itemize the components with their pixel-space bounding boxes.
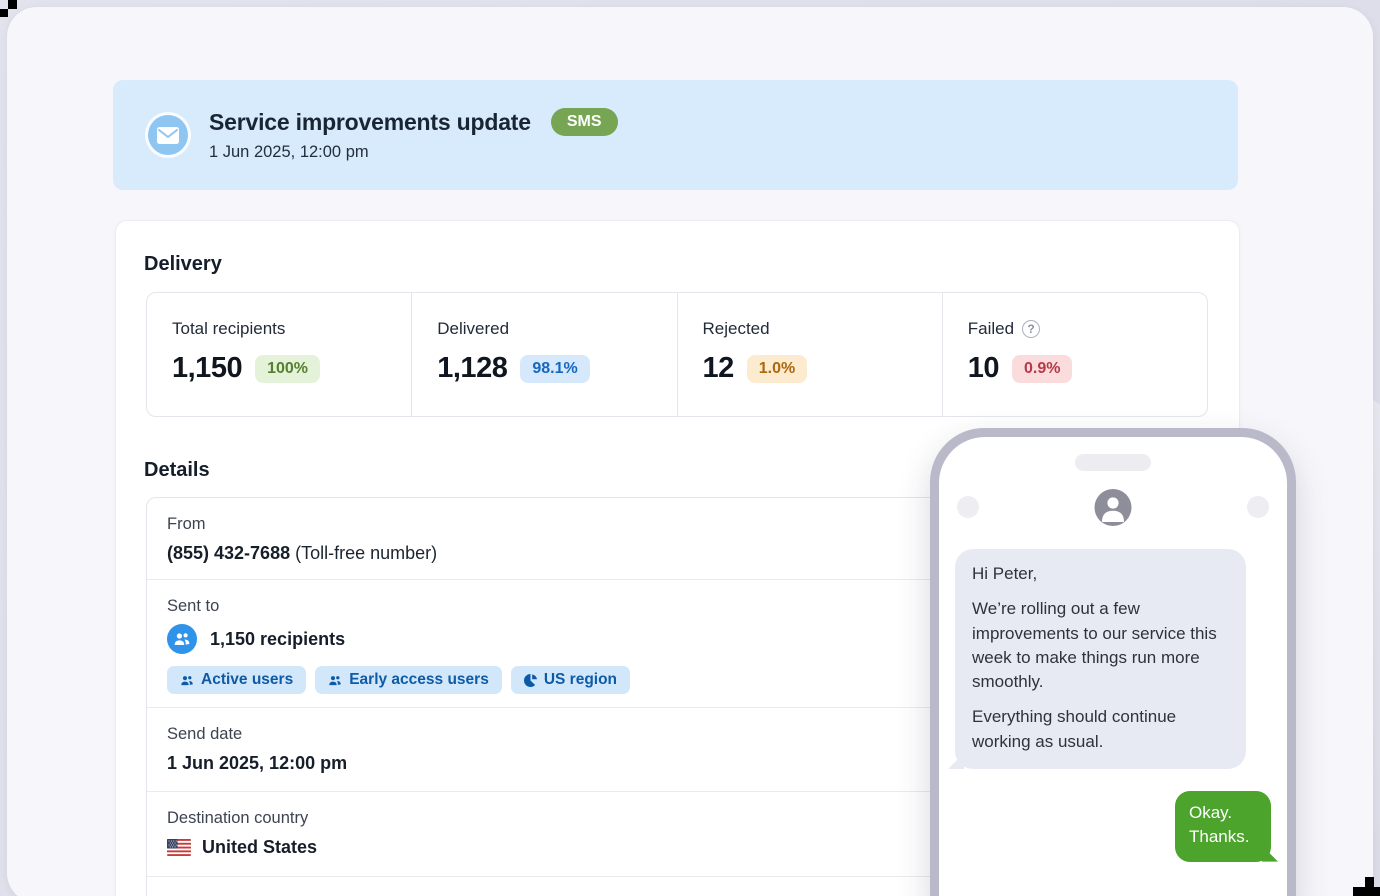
banner-text: Service improvements update SMS 1 Jun 20… xyxy=(209,108,618,162)
sent-to-label: Sent to xyxy=(167,597,220,615)
help-icon[interactable]: ? xyxy=(1022,320,1041,338)
tag-active-users[interactable]: Active users xyxy=(167,666,307,694)
contact-avatar-icon xyxy=(1094,489,1132,526)
campaign-banner: Service improvements update SMS 1 Jun 20… xyxy=(113,80,1238,190)
destination-value: United States xyxy=(202,837,318,857)
incoming-message-bubble: Hi Peter, We’re rolling out a few improv… xyxy=(955,549,1246,770)
stat-value: 12 xyxy=(702,352,735,384)
corner-fragment xyxy=(1353,887,1380,896)
users-icon xyxy=(329,675,341,685)
tag-label: Early access users xyxy=(349,671,489,688)
phone-screen: Hi Peter, We’re rolling out a few improv… xyxy=(939,437,1287,896)
campaign-datetime: 1 Jun 2025, 12:00 pm xyxy=(209,143,369,161)
detail-row-destination: Destination country xyxy=(147,792,1207,877)
envelope-icon xyxy=(145,112,191,158)
stat-label-text: Failed xyxy=(967,319,1015,338)
percent-badge: 1.0% xyxy=(746,354,808,383)
message-line: Hi Peter, xyxy=(972,564,1038,583)
corner-fragment xyxy=(1365,877,1374,887)
message-line: Everything should continue working as us… xyxy=(972,707,1177,751)
details-heading: Details xyxy=(144,459,210,481)
users-icon xyxy=(181,675,193,685)
camera-dot-left xyxy=(957,496,979,518)
from-number: (855) 432-7688 xyxy=(167,543,291,563)
message-line: We’re rolling out a few improvements to … xyxy=(972,599,1217,692)
send-date-label: Send date xyxy=(167,725,243,743)
stat-label: Rejected xyxy=(702,319,770,338)
corner-fragment xyxy=(8,0,17,9)
stat-value: 1,128 xyxy=(437,352,508,384)
delivery-heading: Delivery xyxy=(144,253,222,275)
delivery-stats: Total recipients 1,150 100% Delivered 1,… xyxy=(146,292,1208,417)
percent-badge: 0.9% xyxy=(1012,354,1073,383)
details-card: From (855) 432-7688 (Toll-free number) S… xyxy=(146,497,1208,896)
stat-label: Total recipients xyxy=(172,319,286,338)
audience-tags: Active users Early access users US regio… xyxy=(167,666,1207,694)
globe-icon xyxy=(523,673,537,687)
tag-us-region[interactable]: US region xyxy=(510,666,631,694)
stat-value: 10 xyxy=(967,352,1000,384)
camera-dot-right xyxy=(1247,496,1269,518)
phone-speaker xyxy=(1075,454,1151,471)
stat-delivered: Delivered 1,128 98.1% xyxy=(411,293,676,416)
send-date-value: 1 Jun 2025, 12:00 pm xyxy=(167,753,348,773)
stat-label: Delivered xyxy=(437,319,510,338)
outgoing-message-bubble: Okay. Thanks. xyxy=(1175,791,1271,862)
reply-line: Okay. xyxy=(1189,803,1233,822)
tag-label: US region xyxy=(543,671,618,688)
detail-row-send-date: Send date 1 Jun 2025, 12:00 pm xyxy=(147,708,1207,792)
us-flag-icon xyxy=(167,839,191,856)
channel-badge: SMS xyxy=(550,108,618,136)
stat-rejected: Rejected 12 1.0% xyxy=(676,293,942,416)
phone-mockup: Hi Peter, We’re rolling out a few improv… xyxy=(930,428,1296,896)
detail-row-sent-to: Sent to 1,150 recipients Active users xyxy=(147,580,1207,708)
tag-early-access-users[interactable]: Early access users xyxy=(315,666,502,694)
from-label: From xyxy=(167,515,206,533)
stat-failed: Failed ? 10 0.9% xyxy=(941,293,1207,416)
percent-badge: 100% xyxy=(255,354,320,383)
from-number-type: (Toll-free number) xyxy=(290,543,438,563)
stat-label: Failed ? xyxy=(968,319,1207,339)
reply-line: Thanks. xyxy=(1189,827,1250,847)
percent-badge: 98.1% xyxy=(520,354,590,383)
campaign-title: Service improvements update xyxy=(209,108,531,135)
users-icon xyxy=(167,624,197,654)
corner-fragment xyxy=(0,9,8,17)
destination-label: Destination country xyxy=(167,809,309,827)
from-value: (855) 432-7688 (Toll-free number) xyxy=(167,543,1207,564)
detail-row-from: From (855) 432-7688 (Toll-free number) xyxy=(147,498,1207,580)
stat-value: 1,150 xyxy=(172,352,243,384)
recipients-count: 1,150 recipients xyxy=(210,628,346,649)
stat-total-recipients: Total recipients 1,150 100% xyxy=(147,293,411,416)
tag-label: Active users xyxy=(201,671,294,688)
